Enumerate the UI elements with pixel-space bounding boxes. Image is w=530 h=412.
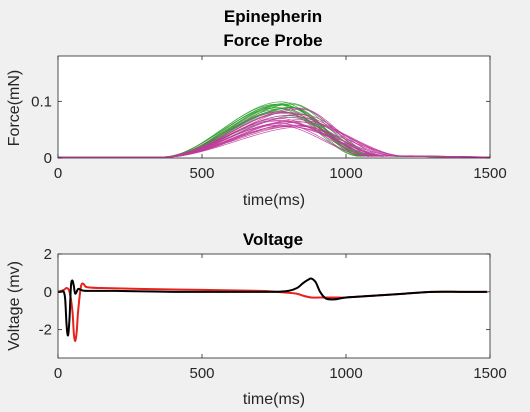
y-tick-label: -2 bbox=[39, 322, 52, 339]
voltage-x-label: time(ms) bbox=[243, 391, 305, 408]
x-tick-label: 1500 bbox=[473, 365, 506, 382]
force-probe-y-label: Force(mN) bbox=[6, 70, 23, 146]
force-probe-axes-box bbox=[57, 55, 491, 159]
y-tick-label: 0 bbox=[44, 150, 52, 167]
x-tick-label: 500 bbox=[189, 365, 214, 382]
y-tick-label: 0 bbox=[44, 284, 52, 301]
y-tick-label: 0.1 bbox=[31, 93, 52, 110]
voltage-axes-box bbox=[57, 253, 491, 359]
force-trace bbox=[58, 115, 491, 158]
voltage-plot-area bbox=[58, 254, 490, 358]
voltage-x-ticks: 0 500 1000 1500 bbox=[54, 254, 507, 382]
force-probe-axes: Force Probe 0 500 1000 1500 00.1 time(ms) F… bbox=[6, 31, 507, 209]
voltage-traces bbox=[57, 277, 488, 342]
voltage-axes: Voltage 0 500 1000 1500 2 0 -2 time(ms) Volta… bbox=[6, 230, 507, 408]
x-tick-label: 0 bbox=[54, 365, 62, 382]
force-probe-x-ticks: 0 500 1000 1500 bbox=[54, 56, 507, 182]
x-tick-label: 0 bbox=[54, 165, 62, 182]
force-probe-y-ticks: 00.1 bbox=[31, 93, 490, 167]
force-probe-traces bbox=[58, 101, 491, 158]
voltage-title: Voltage bbox=[243, 230, 303, 249]
x-tick-label: 1000 bbox=[329, 165, 362, 182]
force-probe-title: Force Probe bbox=[223, 31, 322, 50]
x-tick-label: 500 bbox=[189, 165, 214, 182]
force-probe-x-label: time(ms) bbox=[243, 192, 305, 209]
x-tick-label: 1500 bbox=[473, 165, 506, 182]
x-tick-label: 1000 bbox=[329, 365, 362, 382]
voltage-trace-black bbox=[58, 277, 488, 337]
y-tick-label: 2 bbox=[44, 246, 52, 263]
figure-title: Epinepherin bbox=[224, 7, 322, 26]
voltage-y-ticks: 2 0 -2 bbox=[39, 246, 490, 339]
voltage-y-label: Voltage (mv) bbox=[6, 261, 23, 351]
